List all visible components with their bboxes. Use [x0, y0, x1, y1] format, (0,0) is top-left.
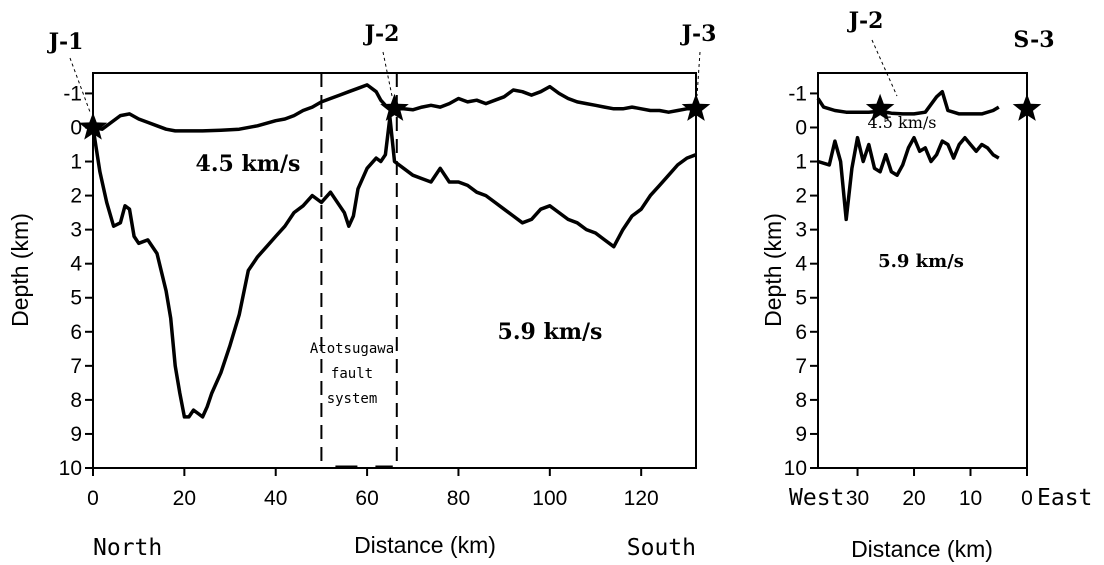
right-x-tick-label: 30 — [846, 487, 869, 510]
left-x-tick-label: 60 — [355, 487, 378, 510]
fault-label-line-1: Atotsugawa — [310, 341, 394, 357]
station-star-j2 — [380, 93, 409, 121]
right-velocity-label-lower: 5.9 km/s — [878, 251, 964, 272]
left-y-tick-label: 9 — [70, 423, 82, 446]
right-x-tick-label: 20 — [902, 487, 925, 510]
right-station-label-j2: J-2 — [847, 8, 884, 34]
left-x-axis-label: Distance (km) — [354, 532, 496, 558]
right-x-tick-label: 0 — [1021, 487, 1033, 510]
right-y-tick-label: 2 — [795, 185, 807, 208]
right-plot-frame — [817, 72, 1028, 469]
right-y-tick-label: 9 — [795, 423, 807, 446]
left-y-tick-label: 10 — [59, 457, 82, 480]
station-star-j2 — [865, 93, 895, 121]
right-series — [816, 89, 1000, 222]
left-x-tick-label: 20 — [173, 487, 196, 510]
right-y-ticks: -1 0 1 2 3 4 5 6 7 8 9 10 — [784, 82, 818, 480]
fault-label-line-2: fault — [331, 366, 373, 382]
left-y-tick-label: -1 — [63, 82, 82, 105]
left-y-tick-label: 5 — [70, 287, 82, 310]
left-y-ticks: -1 0 1 2 3 4 5 6 7 8 9 10 — [59, 82, 93, 480]
left-y-tick-label: 8 — [70, 389, 82, 412]
left-x-tick-label: 80 — [447, 487, 470, 510]
right-stations — [865, 93, 1042, 121]
left-velocity-label-upper: 4.5 km/s — [196, 151, 301, 177]
right-leader-j2 — [871, 39, 898, 97]
left-station-label-j2: J-2 — [363, 21, 400, 47]
left-x-label-south: South — [627, 535, 696, 561]
left-station-label-j1: J-1 — [47, 29, 84, 55]
right-boundary-line-upper — [816, 89, 1000, 116]
left-x-tick-label: 100 — [532, 487, 567, 510]
right-y-tick-label: -1 — [788, 82, 807, 105]
left-x-tick-label: 120 — [624, 487, 659, 510]
left-y-axis-label: Depth (km) — [7, 213, 33, 327]
fault-label-line-3: system — [327, 391, 378, 407]
left-stations — [78, 93, 711, 140]
left-y-tick-label: 0 — [70, 116, 82, 139]
right-y-tick-label: 1 — [795, 151, 807, 174]
right-y-tick-label: 6 — [795, 321, 807, 344]
right-y-axis-label: Depth (km) — [760, 213, 786, 327]
right-y-tick-label: 10 — [784, 457, 807, 480]
left-velocity-label-lower: 5.9 km/s — [498, 319, 603, 345]
station-star-s3 — [1012, 93, 1042, 121]
right-y-tick-label: 8 — [795, 389, 807, 412]
right-y-tick-label: 0 — [795, 116, 807, 139]
left-x-tick-label: 40 — [264, 487, 287, 510]
left-leader-j3 — [696, 51, 701, 97]
left-y-tick-label: 4 — [70, 253, 82, 276]
left-panel: -1 0 1 2 3 4 5 6 7 8 9 10 0 20 40 60 80 100 120 Atotsugaw… — [7, 21, 716, 561]
right-x-label-west: West — [789, 485, 844, 511]
left-y-tick-label: 7 — [70, 355, 82, 378]
right-y-tick-label: 4 — [795, 253, 807, 276]
station-star-j1 — [78, 112, 108, 140]
left-boundary-line-upper — [92, 83, 696, 133]
right-x-label-east: East — [1037, 485, 1092, 511]
station-star-j3 — [681, 93, 711, 121]
right-x-tick-label: 10 — [959, 487, 982, 510]
left-y-tick-label: 3 — [70, 219, 82, 242]
left-x-tick-label: 0 — [87, 487, 99, 510]
right-station-label-s3: S-3 — [1013, 27, 1054, 53]
left-y-tick-label: 1 — [70, 151, 82, 174]
left-y-tick-label: 6 — [70, 321, 82, 344]
left-leader-j2 — [382, 51, 393, 97]
left-boundary-line-lower — [91, 115, 697, 419]
left-x-ticks: 0 20 40 60 80 100 120 — [87, 468, 659, 510]
left-y-tick-label: 2 — [70, 185, 82, 208]
right-y-tick-label: 7 — [795, 355, 807, 378]
fault-lines — [320, 72, 398, 469]
left-station-label-j3: J-3 — [680, 21, 717, 47]
right-boundary-line-lower — [817, 135, 1000, 222]
left-series — [91, 83, 697, 419]
right-y-tick-label: 3 — [795, 219, 807, 242]
right-y-tick-label: 5 — [795, 287, 807, 310]
left-x-label-north: North — [93, 535, 162, 561]
right-x-axis-label: Distance (km) — [851, 536, 993, 562]
right-x-ticks: 30 20 10 0 — [846, 468, 1033, 510]
